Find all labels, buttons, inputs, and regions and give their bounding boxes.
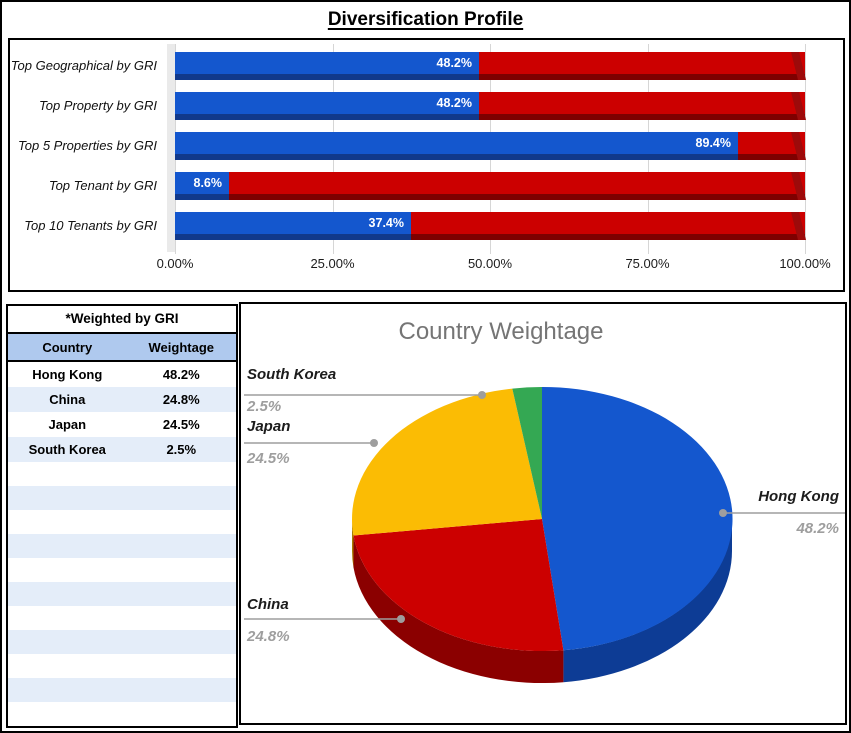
bar-segment-shadow: [175, 74, 479, 80]
pie-label-pct: 2.5%: [247, 398, 282, 415]
table-row: China 24.8%: [8, 387, 236, 412]
bar-value-label: 48.2%: [436, 56, 472, 70]
bar-segment-weightage[interactable]: [175, 52, 479, 74]
pie-rim-hong-kong: [563, 519, 732, 683]
bar-value-label: 37.4%: [368, 216, 404, 230]
page-title: Diversification Profile: [327, 9, 524, 30]
bar-category-label: Top 10 Tenants by GRI: [24, 218, 157, 234]
bar-segment-shadow: [411, 234, 805, 240]
pie-slice-japan[interactable]: [352, 388, 542, 536]
table-row: South Korea 2.5%: [8, 437, 236, 462]
diversification-bar-chart[interactable]: 0.00% 25.00% 50.00% 75.00% 100.00% Top Geogra…: [8, 38, 845, 292]
bar-segment-shadow: [175, 234, 411, 240]
bar-row: 48.2%: [175, 52, 806, 80]
table-empty-row[interactable]: [8, 678, 236, 702]
leader-dot: [370, 439, 378, 447]
bar-category-label: Top Property by GRI: [38, 98, 157, 114]
bar-segment-shadow: [175, 154, 738, 160]
bar-value-label: 8.6%: [193, 176, 223, 190]
x-axis-tick-label: 50.00%: [467, 256, 513, 271]
table-row: Japan 24.5%: [8, 412, 236, 437]
leader-dot: [397, 615, 405, 623]
pie-label-name: Japan: [247, 418, 291, 435]
table-body: Hong Kong 48.2% China 24.8% Japan 24.5% South …: [8, 362, 236, 726]
leader-dot: [719, 509, 727, 517]
table-empty-row[interactable]: [8, 534, 236, 558]
table-empty-row[interactable]: [8, 486, 236, 510]
bar-segment-weightage[interactable]: [175, 92, 479, 114]
gridline: [805, 44, 806, 254]
pie-label-pct: 24.5%: [247, 450, 290, 467]
cell-weightage[interactable]: 24.5%: [162, 417, 200, 432]
cell-country[interactable]: China: [49, 392, 86, 407]
bar-value-label: 48.2%: [436, 96, 472, 110]
country-weightage-pie-chart[interactable]: Country Weightage South Korea 2.5% Japan 24…: [239, 302, 847, 725]
leader-dot: [478, 391, 486, 399]
bar-segment-shadow: [175, 114, 479, 120]
bar-category-label: Top Geographical by GRI: [10, 58, 157, 74]
x-axis-tick-label: 75.00%: [625, 256, 670, 271]
pie-label-pct: 24.8%: [247, 628, 290, 645]
table-empty-row[interactable]: [8, 630, 236, 654]
bar-row: 8.6%: [175, 172, 806, 200]
cell-country[interactable]: South Korea: [28, 442, 106, 457]
pie-label-name: South Korea: [247, 366, 337, 383]
bar-segment-shadow: [229, 194, 805, 200]
weightage-table: *Weighted by GRI Country Weightage Hong …: [6, 304, 238, 728]
table-empty-row[interactable]: [8, 558, 236, 582]
pie-label-pct: 48.2%: [796, 520, 839, 537]
cell-weightage[interactable]: 48.2%: [162, 367, 200, 382]
bar-segment-remainder[interactable]: [738, 132, 805, 154]
bar-segment-weightage[interactable]: [175, 132, 738, 154]
cell-weightage[interactable]: 2.5%: [166, 442, 197, 457]
pie-slice-south-korea[interactable]: [512, 386, 542, 519]
bar-segment-remainder[interactable]: [479, 92, 805, 114]
bar-category-label: Top 5 Properties by GRI: [18, 138, 157, 154]
table-row: Hong Kong 48.2%: [8, 362, 236, 387]
header-cell-country[interactable]: Country: [42, 339, 93, 355]
bar-segment-weightage[interactable]: [175, 212, 411, 234]
table-empty-row[interactable]: [8, 510, 236, 534]
bar-segment-weightage[interactable]: [175, 172, 229, 194]
pie-chart-svg: [244, 386, 845, 684]
pie-slice-china[interactable]: [353, 519, 564, 652]
table-header-row: Country Weightage: [8, 334, 236, 362]
cell-weightage[interactable]: 24.8%: [162, 392, 200, 407]
header-cell-weightage[interactable]: Weightage: [148, 339, 215, 355]
bar-segment-remainder[interactable]: [229, 172, 805, 194]
table-empty-row[interactable]: [8, 654, 236, 678]
bar-segment-remainder[interactable]: [479, 52, 805, 74]
bar-chart-3d-wall: [167, 44, 175, 252]
table-empty-row[interactable]: [8, 702, 236, 726]
bar-segment-shadow: [479, 114, 805, 120]
bar-row: 89.4%: [175, 132, 806, 160]
pie-chart-title: Country Weightage: [398, 318, 604, 345]
pie-label-name: Hong Kong: [758, 488, 839, 505]
table-caption: *Weighted by GRI: [8, 306, 236, 334]
cell-country[interactable]: Hong Kong: [32, 367, 103, 382]
bar-row: 37.4%: [175, 212, 806, 240]
bar-row: 48.2%: [175, 92, 806, 120]
table-empty-row[interactable]: [8, 462, 236, 486]
pie-rim-japan: [352, 519, 354, 568]
pie-label-name: China: [247, 596, 289, 613]
cell-country[interactable]: Japan: [48, 417, 87, 432]
x-axis-tick-label: 0.00%: [156, 256, 194, 271]
bar-segment-shadow: [175, 194, 229, 200]
table-empty-row[interactable]: [8, 606, 236, 630]
bar-category-label: Top Tenant by GRI: [48, 178, 157, 194]
bar-segment-remainder[interactable]: [411, 212, 805, 234]
bar-value-label: 89.4%: [695, 136, 731, 150]
pie-rim-china: [353, 535, 564, 684]
x-axis-tick-label: 25.00%: [310, 256, 355, 271]
bar-segment-shadow: [479, 74, 805, 80]
table-empty-row[interactable]: [8, 582, 236, 606]
bar-segment-shadow: [738, 154, 805, 160]
x-axis-tick-label: 100.00%: [779, 256, 831, 271]
pie-slice-hong-kong[interactable]: [542, 386, 733, 651]
